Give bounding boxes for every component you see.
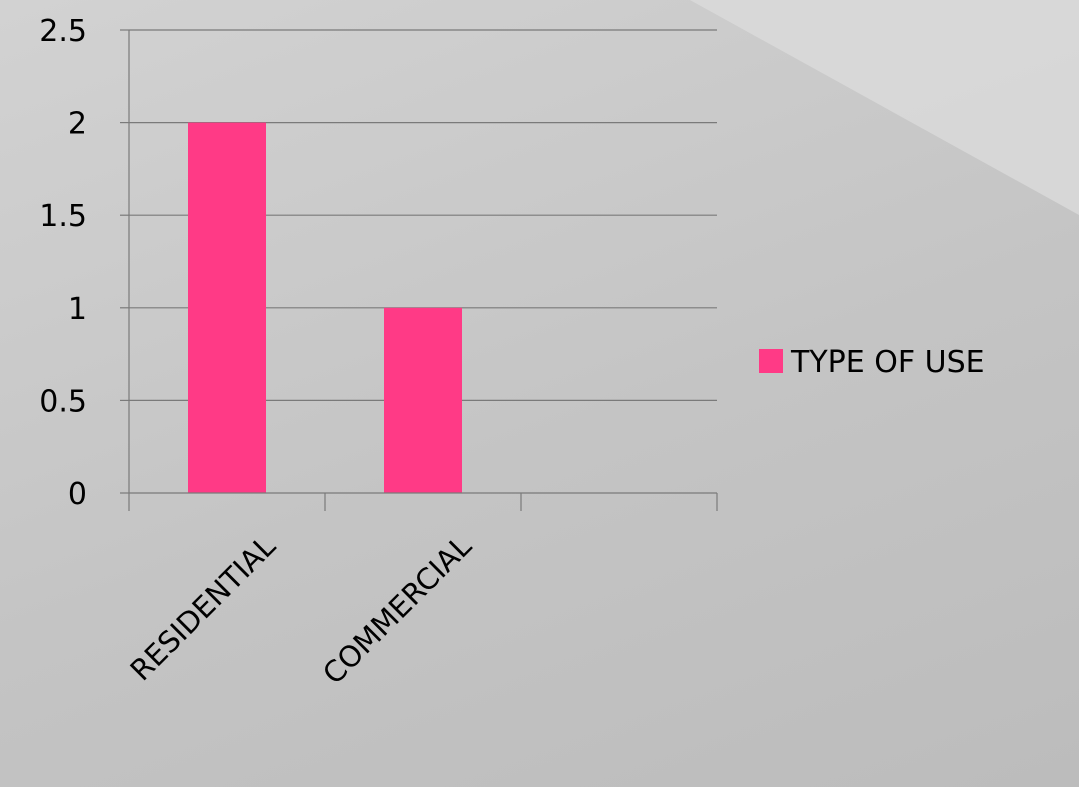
x-tick-label: RESIDENTIAL [124, 529, 282, 687]
legend: TYPE OF USE [759, 345, 985, 380]
x-tick-labels: RESIDENTIAL COMMERCIAL [124, 529, 478, 691]
y-tick-label: 2 [68, 107, 87, 142]
y-tick-label: 2.5 [39, 14, 87, 49]
x-tick-label: COMMERCIAL [316, 529, 478, 691]
bar-commercial [384, 307, 462, 493]
legend-label: TYPE OF USE [790, 345, 985, 380]
y-tick-label: 0 [68, 477, 87, 512]
legend-swatch [759, 349, 783, 373]
bar-residential [188, 122, 266, 493]
bars [188, 122, 462, 493]
y-tick-label: 0.5 [39, 384, 87, 419]
axes [120, 29, 718, 511]
y-tick-label: 1 [68, 292, 87, 327]
y-tick-labels: 0 0.5 1 1.5 2 2.5 [39, 14, 87, 512]
y-tick-label: 1.5 [39, 199, 87, 234]
